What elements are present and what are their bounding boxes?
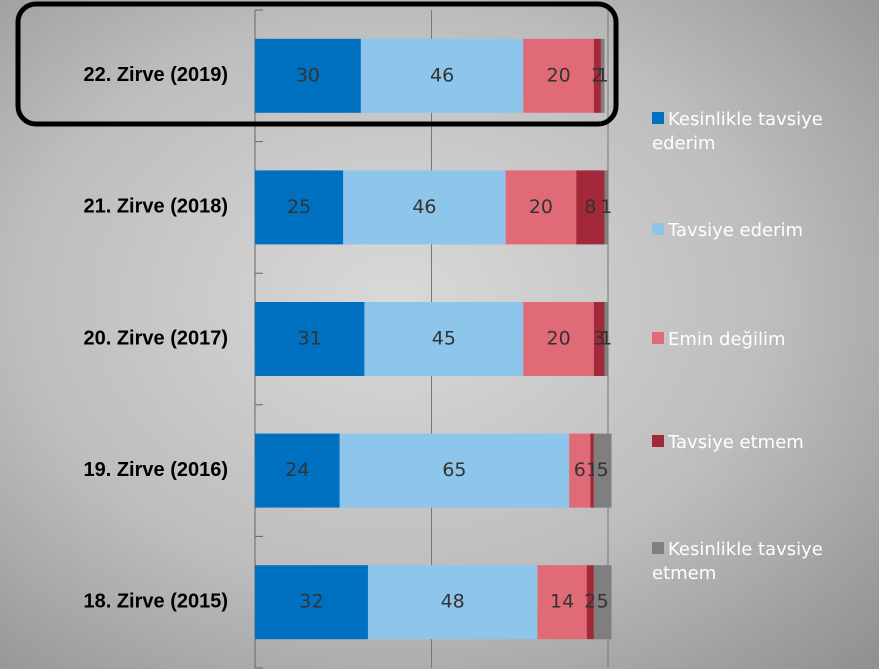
category-label: 22. Zirve (2019) xyxy=(83,64,228,86)
value-label: 1 xyxy=(600,328,612,350)
value-label: 32 xyxy=(299,591,323,613)
legend-label: Tavsiye ederim xyxy=(668,220,803,241)
value-label: 30 xyxy=(296,64,320,86)
category-label: 19. Zirve (2016) xyxy=(83,459,228,481)
category-label: 20. Zirve (2017) xyxy=(83,327,228,349)
value-label: 45 xyxy=(432,328,456,350)
legend-swatch xyxy=(652,542,664,554)
value-label: 46 xyxy=(430,64,454,86)
value-label: 46 xyxy=(412,196,436,218)
legend-item: Emin değilim xyxy=(652,328,867,352)
value-label: 48 xyxy=(441,591,465,613)
legend-swatch xyxy=(652,112,664,124)
value-label: 1 xyxy=(597,64,609,86)
value-label: 6 xyxy=(574,459,586,481)
value-label: 20 xyxy=(546,64,570,86)
legend-label: Kesinlikle tavsiye ederim xyxy=(652,109,823,154)
legend-label: Emin değilim xyxy=(668,329,786,350)
value-label: 1 xyxy=(600,196,612,218)
value-label: 5 xyxy=(597,459,609,481)
category-label: 21. Zirve (2018) xyxy=(83,196,228,218)
legend-label: Tavsiye etmem xyxy=(668,432,804,453)
value-label: 20 xyxy=(529,196,553,218)
value-label: 65 xyxy=(442,459,466,481)
value-label: 8 xyxy=(584,196,596,218)
value-label: 14 xyxy=(550,591,574,613)
legend-item: Kesinlikle tavsiye etmem xyxy=(652,538,867,586)
value-label: 20 xyxy=(546,328,570,350)
page: 22. Zirve (2019)3046202121. Zirve (2018)… xyxy=(0,0,879,669)
value-label: 24 xyxy=(285,459,309,481)
legend-swatch xyxy=(652,332,664,344)
legend-label: Kesinlikle tavsiye etmem xyxy=(652,539,823,584)
value-label: 31 xyxy=(298,328,322,350)
legend-swatch xyxy=(652,435,664,447)
legend-item: Tavsiye etmem xyxy=(652,431,867,455)
value-label: 5 xyxy=(597,591,609,613)
value-label: 25 xyxy=(287,196,311,218)
legend-swatch xyxy=(652,223,664,235)
legend-item: Kesinlikle tavsiye ederim xyxy=(652,108,867,156)
legend-item: Tavsiye ederim xyxy=(652,219,867,243)
category-label: 18. Zirve (2015) xyxy=(83,590,228,612)
